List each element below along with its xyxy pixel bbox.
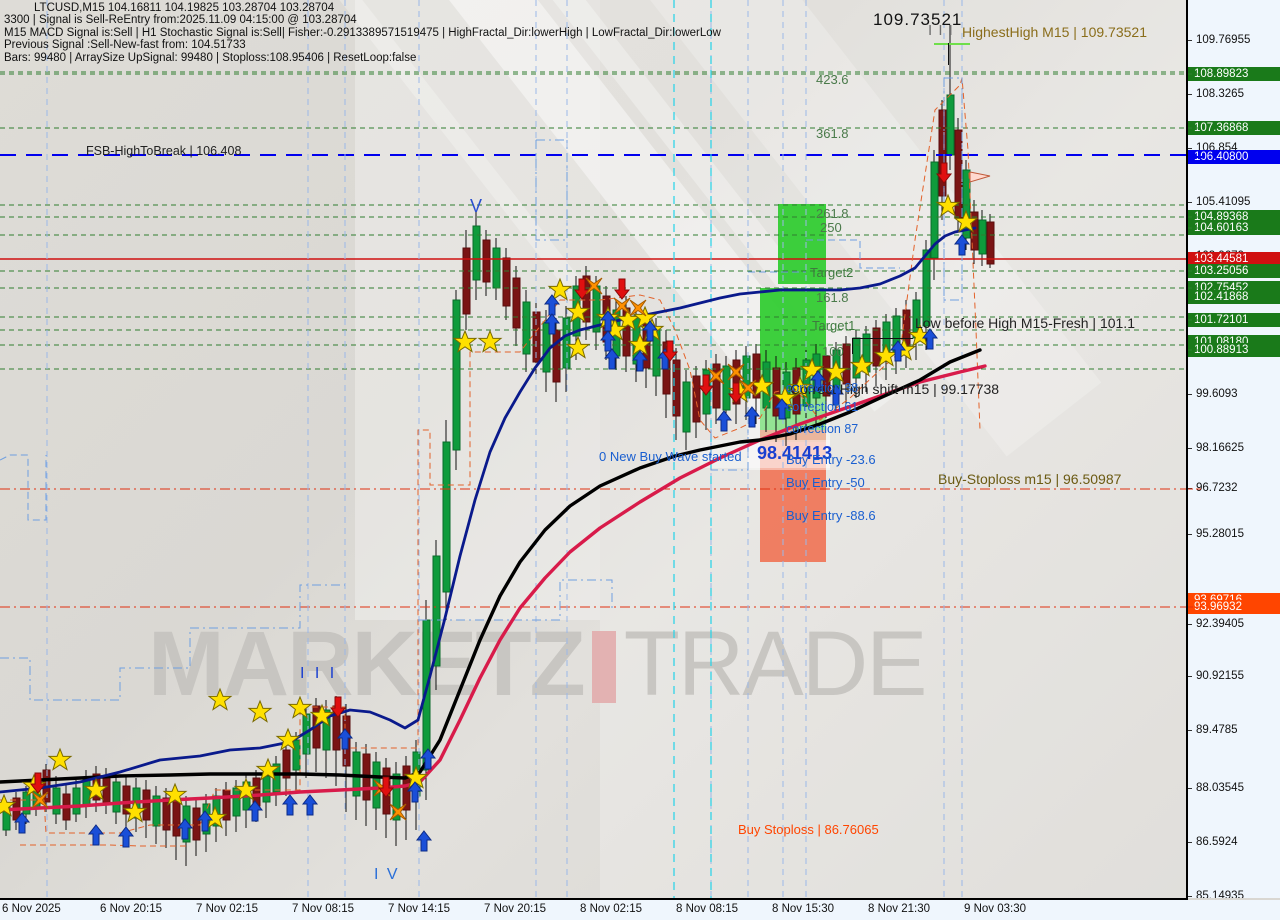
header-line-signal: 3300 | Signal is Sell-ReEntry from:2025.… (4, 14, 357, 27)
annotation-fsb-hightobreak: FSB-HighToBreak | 106.408 (86, 144, 242, 158)
highest-high-tick (948, 43, 949, 65)
price-tick: 90.92155 (1188, 670, 1244, 682)
time-tick: 8 Nov 21:30 (868, 903, 931, 915)
fib-label-buy-entry-236: Buy Entry -23.6 (786, 452, 876, 467)
header-line-previous-signal: Previous Signal :Sell-New-fast from: 104… (4, 39, 246, 52)
price-label-level: 108.89823 (1188, 67, 1280, 81)
price-tick: 86.5924 (1188, 836, 1238, 848)
price-label-level: 100.88913 (1188, 343, 1280, 357)
price-label-level: 103.25056 (1188, 264, 1280, 278)
header-line-symbol: LTCUSD,M15 104.16811 104.19825 103.28704… (34, 2, 335, 14)
highest-high-underline (934, 43, 970, 45)
fib-label-correction-61: correction 61 (786, 400, 859, 414)
wave-marker-iii: I I I (300, 665, 338, 682)
price-tick: 95.28015 (1188, 528, 1244, 540)
fib-label-correction-87: correction 87 (786, 422, 859, 436)
fib-label-buy-entry-886: Buy Entry -88.6 (786, 508, 876, 523)
time-tick: 8 Nov 02:15 (580, 903, 643, 915)
time-tick: 6 Nov 20:15 (100, 903, 163, 915)
fib-label-4236: 423.6 (816, 72, 849, 87)
annotation-buy-stoploss-m15: Buy-Stoploss m15 | 96.50987 (938, 471, 1122, 487)
fib-label-target1: Target1 (812, 318, 856, 333)
price-label-level: 101.72101 (1188, 313, 1280, 327)
low-before-high-tick (852, 338, 853, 354)
price-tick: 99.6093 (1188, 388, 1238, 400)
price-tick: 92.39405 (1188, 618, 1244, 630)
time-scale[interactable]: 6 Nov 2025 6 Nov 20:15 7 Nov 02:15 7 Nov… (0, 900, 1280, 920)
wave-marker-iv: I V (374, 866, 400, 883)
wave-marker-v: V (470, 196, 483, 216)
time-tick: 8 Nov 08:15 (676, 903, 739, 915)
time-tick: 8 Nov 15:30 (772, 903, 835, 915)
time-tick: 6 Nov 2025 (2, 903, 61, 915)
annotation-highest-high-value: 109.73521 (873, 10, 963, 29)
watermark: MARKETZ TRADE (148, 612, 928, 717)
header-line-bars: Bars: 99480 | ArraySize UpSignal: 99480 … (4, 51, 417, 64)
fib-label-target2: Target2 (810, 265, 854, 280)
price-tick: 96.7232 (1188, 482, 1238, 494)
low-before-high-leader (852, 338, 913, 339)
fib-label-3618: 361.8 (816, 126, 849, 141)
time-tick: 7 Nov 02:15 (196, 903, 259, 915)
watermark-part2: TRADE (623, 613, 928, 715)
annotation-new-buy-wave: 0 New Buy Wave started (599, 449, 742, 464)
fib-label-correction-38: correction 38 (786, 381, 859, 395)
time-tick: 7 Nov 14:15 (388, 903, 451, 915)
annotation-highest-high: HighestHigh M15 | 109.73521 (962, 24, 1147, 40)
header-line-indicators: M15 MACD Signal is:Sell | H1 Stochastic … (4, 26, 721, 39)
panel-overlay (355, 0, 600, 620)
price-scale[interactable]: 109.76955 108.3265 106.854 105.41095 103… (1188, 0, 1280, 898)
time-tick: 9 Nov 03:30 (964, 903, 1027, 915)
annotation-buy-stoploss: Buy Stoploss | 86.76065 (738, 822, 879, 837)
price-tick: 109.76955 (1188, 34, 1251, 46)
price-tick: 89.4785 (1188, 724, 1238, 736)
price-tick: 105.41095 (1188, 196, 1251, 208)
price-label-level: 104.60163 (1188, 221, 1280, 235)
fib-label-100: 100 (822, 344, 844, 359)
wave-marker-iii-top: I I I (928, 22, 954, 39)
price-label-level: 104.89368 (1188, 210, 1280, 224)
price-tick: 85.14935 (1188, 890, 1244, 898)
fib-label-2618: 261.8 (816, 206, 849, 221)
fib-label-250: 250 (820, 220, 842, 235)
price-tick: 108.3265 (1188, 88, 1244, 100)
time-tick: 7 Nov 08:15 (292, 903, 355, 915)
price-label-stoploss: 93.96932 (1188, 600, 1280, 614)
fib-label-buy-entry-50: Buy Entry -50 (786, 475, 865, 490)
price-tick: 88.03545 (1188, 782, 1244, 794)
price-label-current: 103.44581 (1188, 252, 1280, 266)
fib-label-1618: 161.8 (816, 290, 849, 305)
price-label-level: 107.36868 (1188, 121, 1280, 135)
price-label-fsb: 106.40800 (1188, 150, 1280, 164)
chart-info-header: LTCUSD,M15 104.16811 104.19825 103.28704… (0, 0, 1186, 64)
chart-plot-area[interactable]: MARKETZ TRADE (0, 0, 1188, 900)
annotation-low-before-high: Low before High M15-Fresh | 101.1 (915, 315, 1135, 331)
time-tick: 7 Nov 20:15 (484, 903, 547, 915)
watermark-bar (591, 631, 616, 703)
price-label-level: 102.41868 (1188, 290, 1280, 304)
price-tick: 98.16625 (1188, 442, 1244, 454)
watermark-part1: MARKETZ (148, 613, 586, 715)
